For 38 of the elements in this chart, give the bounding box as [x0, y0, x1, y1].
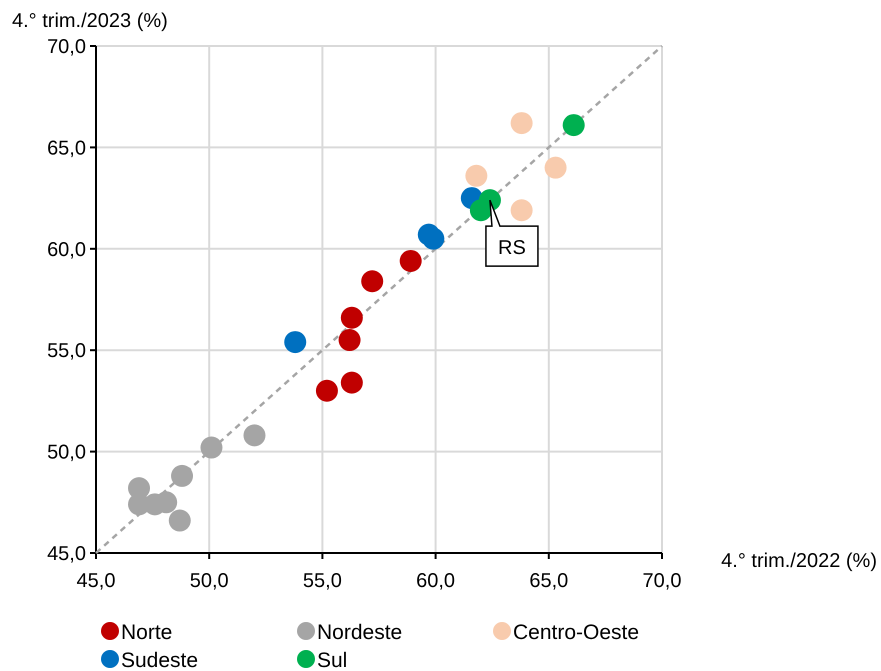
point — [168, 510, 191, 532]
point — [284, 331, 306, 354]
point — [562, 114, 585, 136]
point — [243, 424, 266, 446]
x-axis-title: 4.° trim./2022 (%) — [721, 550, 877, 572]
point — [340, 372, 363, 394]
legend-label: Norte — [121, 621, 172, 644]
x-tick-label: 45,0 — [76, 570, 116, 592]
x-tick-label: 50,0 — [190, 570, 229, 592]
y-tick-label: 45,0 — [47, 543, 86, 565]
point — [200, 436, 222, 459]
point — [544, 156, 567, 179]
point — [422, 228, 444, 250]
x-tick-label: 60,0 — [416, 570, 456, 592]
y-tick-label: 65,0 — [47, 137, 86, 160]
point — [465, 164, 488, 187]
x-tick-label: 65,0 — [529, 570, 568, 592]
point — [316, 380, 338, 402]
y-tick-label: 55,0 — [47, 340, 86, 362]
legend-label: Centro-Oeste — [513, 621, 640, 644]
y-tick-label: 50,0 — [47, 442, 86, 464]
point — [510, 112, 533, 134]
legend-label: Sudeste — [121, 649, 198, 671]
annotation: RS — [498, 237, 526, 260]
y-tick-label: 70,0 — [47, 36, 86, 58]
point — [510, 199, 533, 222]
point — [361, 270, 384, 292]
point — [340, 306, 363, 329]
x-tick-label: 70,0 — [642, 570, 682, 592]
y-axis-title: 4.° trim./2023 (%) — [12, 10, 168, 32]
point — [171, 464, 194, 487]
point — [478, 189, 501, 212]
legend-label: Sul — [317, 649, 348, 671]
point — [400, 250, 422, 272]
point — [338, 329, 361, 352]
legend-label: Nordeste — [317, 621, 402, 644]
y-tick-label: 60,0 — [47, 238, 86, 261]
x-tick-label: 55,0 — [302, 570, 342, 592]
